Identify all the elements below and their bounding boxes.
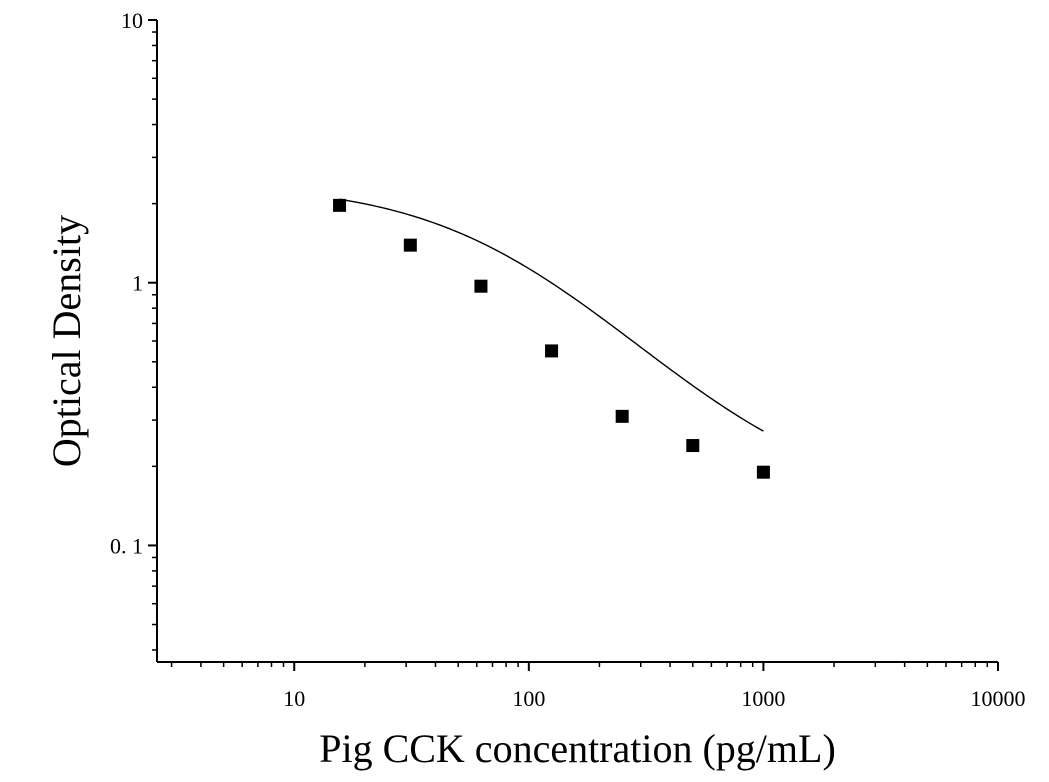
ticks	[148, 19, 999, 671]
x-tick-label: 10000	[971, 686, 1026, 711]
data-point	[403, 238, 417, 252]
data-point	[756, 465, 770, 479]
tick-labels: 10 100 1000 10000 0. 1 1 10	[110, 8, 1026, 711]
y-axis-title: Optical Density	[44, 215, 89, 467]
data-point	[474, 279, 488, 293]
y-tick-label: 10	[121, 8, 143, 33]
x-tick-label: 100	[512, 686, 545, 711]
data-point	[333, 198, 347, 212]
y-tick-label: 0. 1	[110, 533, 143, 558]
fit-curve	[339, 198, 764, 432]
x-tick-label: 1000	[741, 686, 785, 711]
y-tick-label: 1	[132, 271, 143, 296]
x-axis-title: Pig CCK concentration (pg/mL)	[319, 726, 836, 771]
fit-curve-group	[339, 198, 764, 432]
data-point	[545, 344, 559, 358]
x-tick-label: 10	[283, 686, 305, 711]
axes	[156, 20, 998, 663]
data-point	[686, 439, 700, 453]
data-points	[333, 198, 770, 479]
data-point	[615, 409, 629, 423]
